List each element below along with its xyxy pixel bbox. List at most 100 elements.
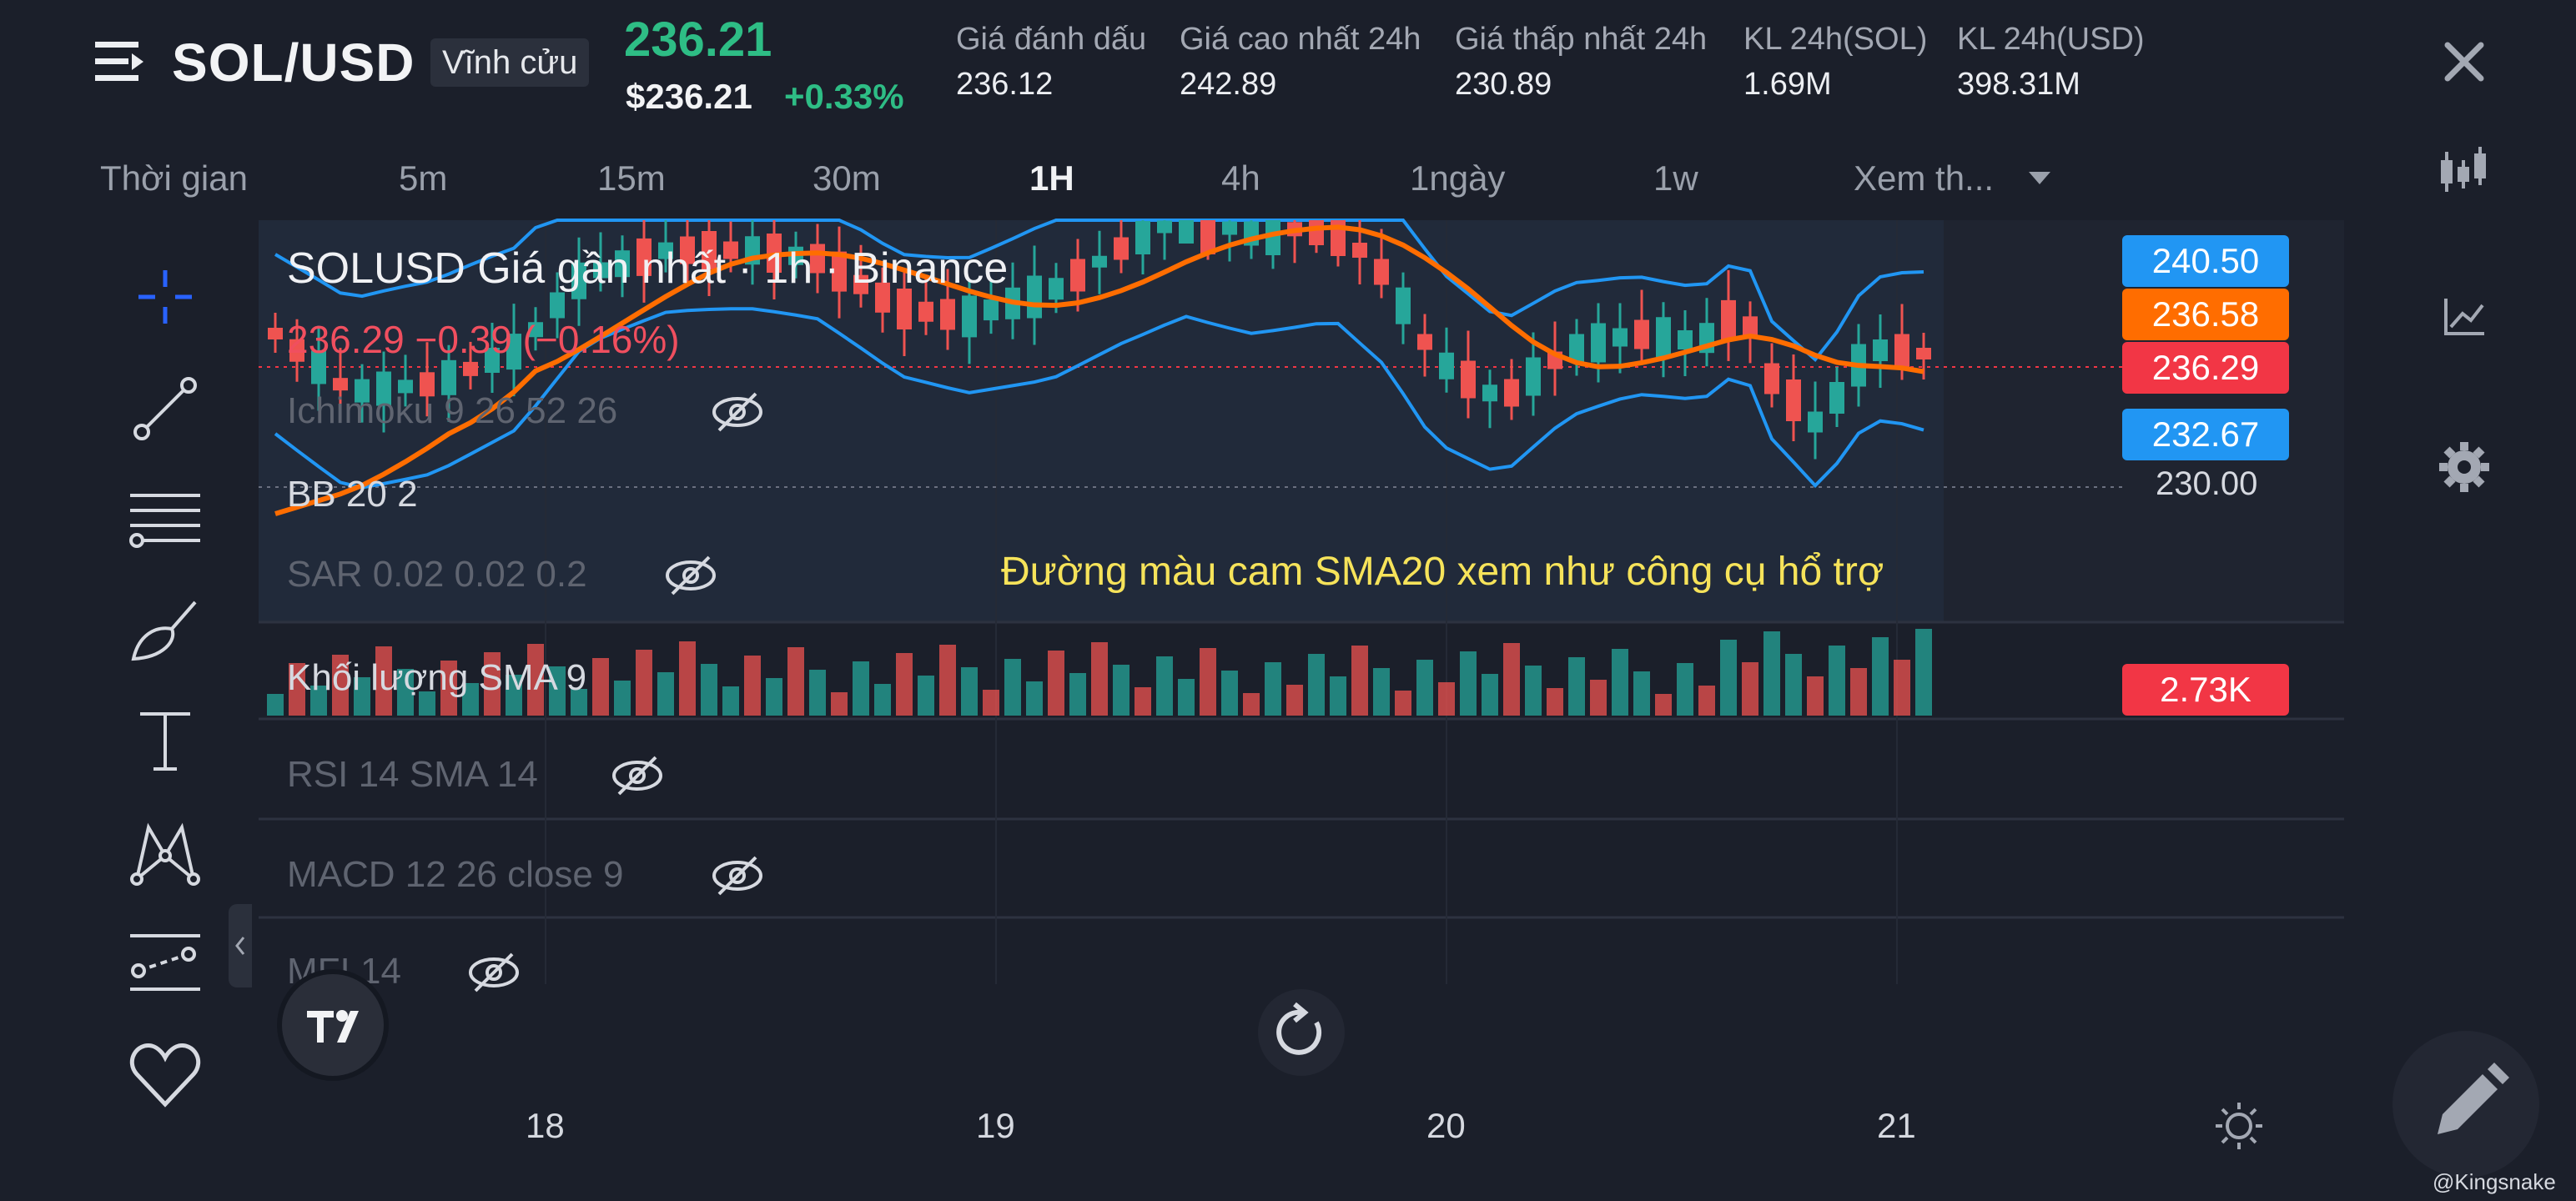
tab-more[interactable]: Xem th... <box>1854 158 1995 198</box>
stat-label-low-24h: Giá thấp nhất 24h <box>1455 22 1708 57</box>
candle-body <box>528 322 543 338</box>
reset-icon[interactable] <box>1258 989 1345 1076</box>
indicator-bb[interactable]: BB 20 2 <box>287 474 418 515</box>
volume-bar <box>462 683 479 716</box>
candle-body <box>702 231 717 269</box>
volume-bar <box>961 667 978 716</box>
chevron-down-icon[interactable] <box>2029 172 2050 184</box>
chart-title: SOLUSD Giá gần nhất · 1h · Binance <box>287 244 1009 293</box>
text-icon[interactable] <box>122 697 209 784</box>
volume-bars <box>267 629 1932 716</box>
candle-body <box>1808 411 1823 433</box>
volume-bar <box>267 694 284 716</box>
pencil-icon[interactable] <box>2392 1031 2539 1178</box>
volume-bar <box>744 656 761 716</box>
eye-slash-icon[interactable] <box>709 389 766 435</box>
volume-bar <box>1416 660 1433 716</box>
volume-bar <box>1850 668 1867 716</box>
volume-bar <box>809 670 826 716</box>
volume-bar <box>549 666 566 716</box>
volume-bar <box>1113 665 1130 716</box>
candle-body <box>398 379 413 394</box>
volume-bar <box>1330 676 1346 716</box>
indicator-volume[interactable]: Khối lượng SMA 9 <box>287 657 587 698</box>
volume-bar <box>1807 676 1824 716</box>
candle-body <box>680 236 695 264</box>
volume-bar <box>679 641 696 716</box>
candles-icon[interactable] <box>2434 142 2494 202</box>
volume-bar <box>1373 668 1390 716</box>
watermark: @Kingsnake <box>2433 1169 2556 1194</box>
chart-grid <box>259 220 2344 984</box>
sma-tag: 236.58 <box>2122 289 2289 340</box>
volume-bar <box>939 645 956 716</box>
volume-bar <box>1655 694 1672 716</box>
pattern-icon[interactable] <box>122 809 209 896</box>
tab-30m[interactable]: 30m <box>813 158 881 198</box>
volume-bar <box>1460 651 1477 716</box>
volume-bar <box>1069 673 1086 716</box>
trendline-icon[interactable] <box>122 365 209 452</box>
volume-bar <box>614 681 631 716</box>
indicator-sar[interactable]: SAR 0.02 0.02 0.2 <box>287 554 587 595</box>
indicator-rsi[interactable]: RSI 14 SMA 14 <box>287 754 538 795</box>
candle-body <box>593 262 608 279</box>
tab-4h[interactable]: 4h <box>1221 158 1260 198</box>
date-label: 19 <box>976 1106 1015 1145</box>
heart-icon[interactable] <box>122 1031 209 1118</box>
volume-bar <box>1612 649 1628 716</box>
volume-bar <box>1135 687 1151 716</box>
gear-icon[interactable] <box>2434 437 2494 497</box>
tab-15m[interactable]: 15m <box>597 158 666 198</box>
candle-body <box>506 334 521 370</box>
eye-slash-icon[interactable] <box>662 552 719 599</box>
symbol-title[interactable]: SOL/USD <box>172 33 415 93</box>
candle-body <box>1526 357 1541 396</box>
close-icon[interactable] <box>2436 33 2493 90</box>
fib-icon[interactable] <box>122 475 209 562</box>
tab-1day[interactable]: 1ngày <box>1410 158 1506 198</box>
collapse-toolbar-button[interactable] <box>229 904 252 987</box>
tab-5m[interactable]: 5m <box>399 158 448 198</box>
tab-time[interactable]: Thời gian <box>100 158 248 198</box>
chart-annotation: Đường màu cam SMA20 xem như công cụ hổ t… <box>1001 550 1884 594</box>
candle-body <box>1656 317 1671 358</box>
date-label: 21 <box>1877 1106 1916 1145</box>
eye-slash-icon[interactable] <box>465 949 522 996</box>
volume-bar <box>1915 629 1932 716</box>
candle-body <box>1634 319 1649 349</box>
menu-icon[interactable] <box>93 35 147 88</box>
change-percent: +0.33% <box>784 77 904 116</box>
candle-body <box>723 241 738 259</box>
volume-bar <box>1156 656 1173 716</box>
candle-body <box>1374 259 1389 285</box>
bb-lower-line <box>274 307 1924 490</box>
candle-body <box>1049 278 1064 300</box>
crosshair-icon[interactable] <box>122 254 209 340</box>
indicator-macd[interactable]: MACD 12 26 close 9 <box>287 854 624 895</box>
forecast-icon[interactable] <box>122 919 209 1006</box>
sun-icon[interactable] <box>2212 1099 2266 1153</box>
ohlc-readout: 236.29 −0.39 (−0.16%) <box>287 318 680 361</box>
volume-bar <box>722 686 739 716</box>
candle-body <box>1114 237 1129 260</box>
candle-body <box>1916 348 1931 359</box>
compare-icon[interactable] <box>2434 287 2494 347</box>
candle-body <box>853 274 868 294</box>
volume-bar <box>1243 693 1260 716</box>
tab-1h[interactable]: 1H <box>1029 158 1074 198</box>
tab-1w[interactable]: 1w <box>1653 158 1698 198</box>
candle-body <box>940 299 955 330</box>
volume-bar <box>766 678 782 716</box>
eye-slash-icon[interactable] <box>609 752 666 799</box>
brush-icon[interactable] <box>122 585 209 672</box>
candle-body <box>1482 384 1497 402</box>
indicator-ichimoku[interactable]: Ichimoku 9 26 52 26 <box>287 390 618 431</box>
eye-slash-icon[interactable] <box>709 852 766 899</box>
candle-body <box>1894 334 1909 367</box>
volume-bar <box>1829 646 1845 716</box>
volume-bar <box>896 653 913 716</box>
volume-bar <box>701 664 717 716</box>
candle-body <box>1265 220 1280 255</box>
